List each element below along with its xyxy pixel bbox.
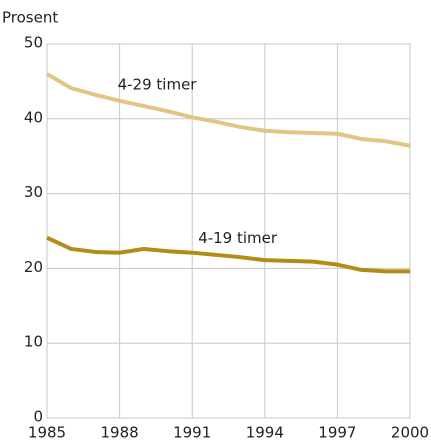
y-axis-label: Prosent: [2, 9, 58, 27]
series-label: 4-19 timer: [198, 229, 278, 247]
x-tick-label: 1997: [318, 424, 356, 442]
x-tick-label: 1988: [101, 424, 139, 442]
x-tick-label: 1991: [173, 424, 211, 442]
y-tick-label: 50: [24, 34, 43, 52]
y-tick-label: 10: [24, 333, 43, 351]
y-tick-label: 40: [24, 108, 43, 126]
x-tick-label: 1985: [28, 424, 66, 442]
y-tick-label: 0: [33, 408, 43, 426]
x-tick-label: 1994: [246, 424, 284, 442]
series-line: [46, 235, 410, 274]
series-label: 4-29 timer: [118, 75, 198, 93]
y-tick-label: 20: [24, 258, 43, 276]
x-tick-label: 2000: [391, 424, 429, 442]
series-line: [45, 72, 411, 148]
y-tick-label: 30: [24, 183, 43, 201]
